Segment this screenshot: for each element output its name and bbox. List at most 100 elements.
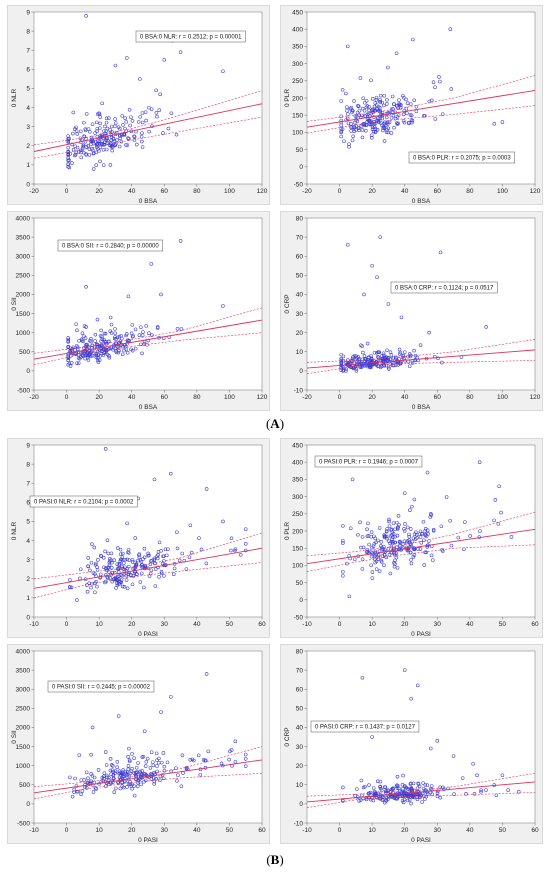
data-point bbox=[123, 770, 128, 774]
x-tick-label: 0 bbox=[338, 621, 342, 628]
y-tick-label: 1 bbox=[26, 595, 30, 602]
data-point bbox=[108, 128, 112, 132]
data-point bbox=[84, 770, 89, 775]
data-point bbox=[98, 126, 102, 130]
data-point bbox=[105, 341, 109, 346]
data-point bbox=[339, 352, 343, 357]
data-point bbox=[353, 794, 357, 798]
data-point bbox=[397, 347, 402, 352]
data-point bbox=[412, 98, 416, 103]
data-point bbox=[370, 264, 374, 268]
data-point bbox=[153, 567, 158, 571]
data-point bbox=[69, 585, 74, 590]
data-point bbox=[368, 358, 373, 363]
data-point bbox=[384, 363, 389, 368]
data-point bbox=[353, 120, 357, 125]
data-point bbox=[378, 235, 383, 239]
x-tick-label: 10 bbox=[96, 621, 104, 628]
data-point bbox=[374, 95, 379, 100]
data-point bbox=[105, 538, 110, 543]
section-label-b: (B) bbox=[266, 852, 284, 867]
data-point bbox=[339, 134, 343, 139]
data-point bbox=[229, 536, 234, 541]
data-point bbox=[143, 564, 148, 569]
data-point bbox=[113, 335, 117, 339]
data-point bbox=[127, 758, 132, 762]
data-point bbox=[421, 519, 426, 524]
data-point bbox=[150, 333, 154, 337]
x-tick-label: 100 bbox=[224, 188, 235, 195]
data-point bbox=[136, 780, 140, 785]
confidence-band-line bbox=[34, 562, 262, 599]
data-point bbox=[382, 125, 387, 130]
y-tick-label: -500 bbox=[17, 820, 30, 827]
data-point bbox=[409, 787, 414, 792]
data-point bbox=[96, 358, 100, 363]
data-point bbox=[84, 285, 88, 289]
data-point bbox=[472, 792, 477, 796]
data-point bbox=[117, 579, 121, 584]
data-point bbox=[120, 352, 125, 357]
data-point bbox=[243, 752, 248, 757]
data-point bbox=[90, 353, 95, 358]
data-point bbox=[134, 142, 139, 147]
data-point bbox=[411, 37, 415, 42]
data-point bbox=[372, 115, 376, 119]
data-point bbox=[130, 560, 135, 564]
data-point bbox=[118, 771, 122, 775]
data-point bbox=[113, 327, 117, 331]
y-tick-label: 1000 bbox=[16, 330, 31, 337]
data-point bbox=[425, 790, 429, 794]
data-point bbox=[409, 781, 413, 786]
data-point bbox=[341, 354, 346, 359]
data-point bbox=[424, 794, 428, 799]
data-point bbox=[114, 786, 118, 791]
x-tick-label: 120 bbox=[530, 188, 541, 195]
x-tick-label: -10 bbox=[29, 827, 39, 834]
y-tick-label: 0 bbox=[26, 181, 30, 188]
data-point bbox=[99, 328, 103, 333]
data-point bbox=[100, 337, 104, 341]
data-point bbox=[122, 131, 126, 136]
data-point bbox=[371, 544, 376, 548]
data-point bbox=[221, 304, 225, 308]
data-point bbox=[118, 134, 122, 138]
y-axis-label: 0 PLR bbox=[284, 522, 291, 540]
data-point bbox=[356, 104, 361, 109]
data-point bbox=[124, 771, 129, 776]
data-point bbox=[382, 364, 387, 368]
data-point bbox=[67, 165, 72, 170]
data-point bbox=[386, 65, 390, 70]
data-point bbox=[380, 795, 385, 800]
x-tick-label: 120 bbox=[257, 394, 268, 401]
data-point bbox=[423, 783, 428, 787]
data-point bbox=[121, 551, 125, 556]
x-tick-label: 20 bbox=[369, 394, 377, 401]
data-point bbox=[365, 527, 369, 532]
data-point bbox=[117, 348, 121, 353]
data-point bbox=[341, 358, 346, 363]
data-point bbox=[349, 125, 354, 129]
data-point bbox=[98, 353, 103, 358]
data-point bbox=[80, 353, 85, 357]
data-point bbox=[408, 550, 413, 555]
data-point bbox=[464, 792, 468, 796]
data-point bbox=[69, 361, 74, 365]
data-point bbox=[396, 514, 401, 518]
data-point bbox=[379, 786, 383, 791]
data-point bbox=[425, 783, 430, 787]
data-point bbox=[126, 572, 130, 577]
data-point bbox=[96, 768, 101, 772]
data-point bbox=[149, 262, 154, 266]
panel-pasi-sii: -10 0 10 20 30 40 50 60 -500 0 500 1000 1500 2000 2500… bbox=[7, 644, 270, 844]
data-point bbox=[86, 776, 90, 781]
correlation-annotation-box bbox=[310, 720, 420, 733]
data-point bbox=[83, 139, 88, 144]
data-point bbox=[127, 746, 131, 751]
data-point bbox=[382, 103, 386, 108]
data-point bbox=[391, 521, 396, 525]
data-point bbox=[102, 351, 106, 355]
y-tick-label: 400 bbox=[292, 27, 303, 34]
y-tick-label: 2500 bbox=[16, 273, 31, 280]
x-tick-label: 30 bbox=[161, 827, 169, 834]
